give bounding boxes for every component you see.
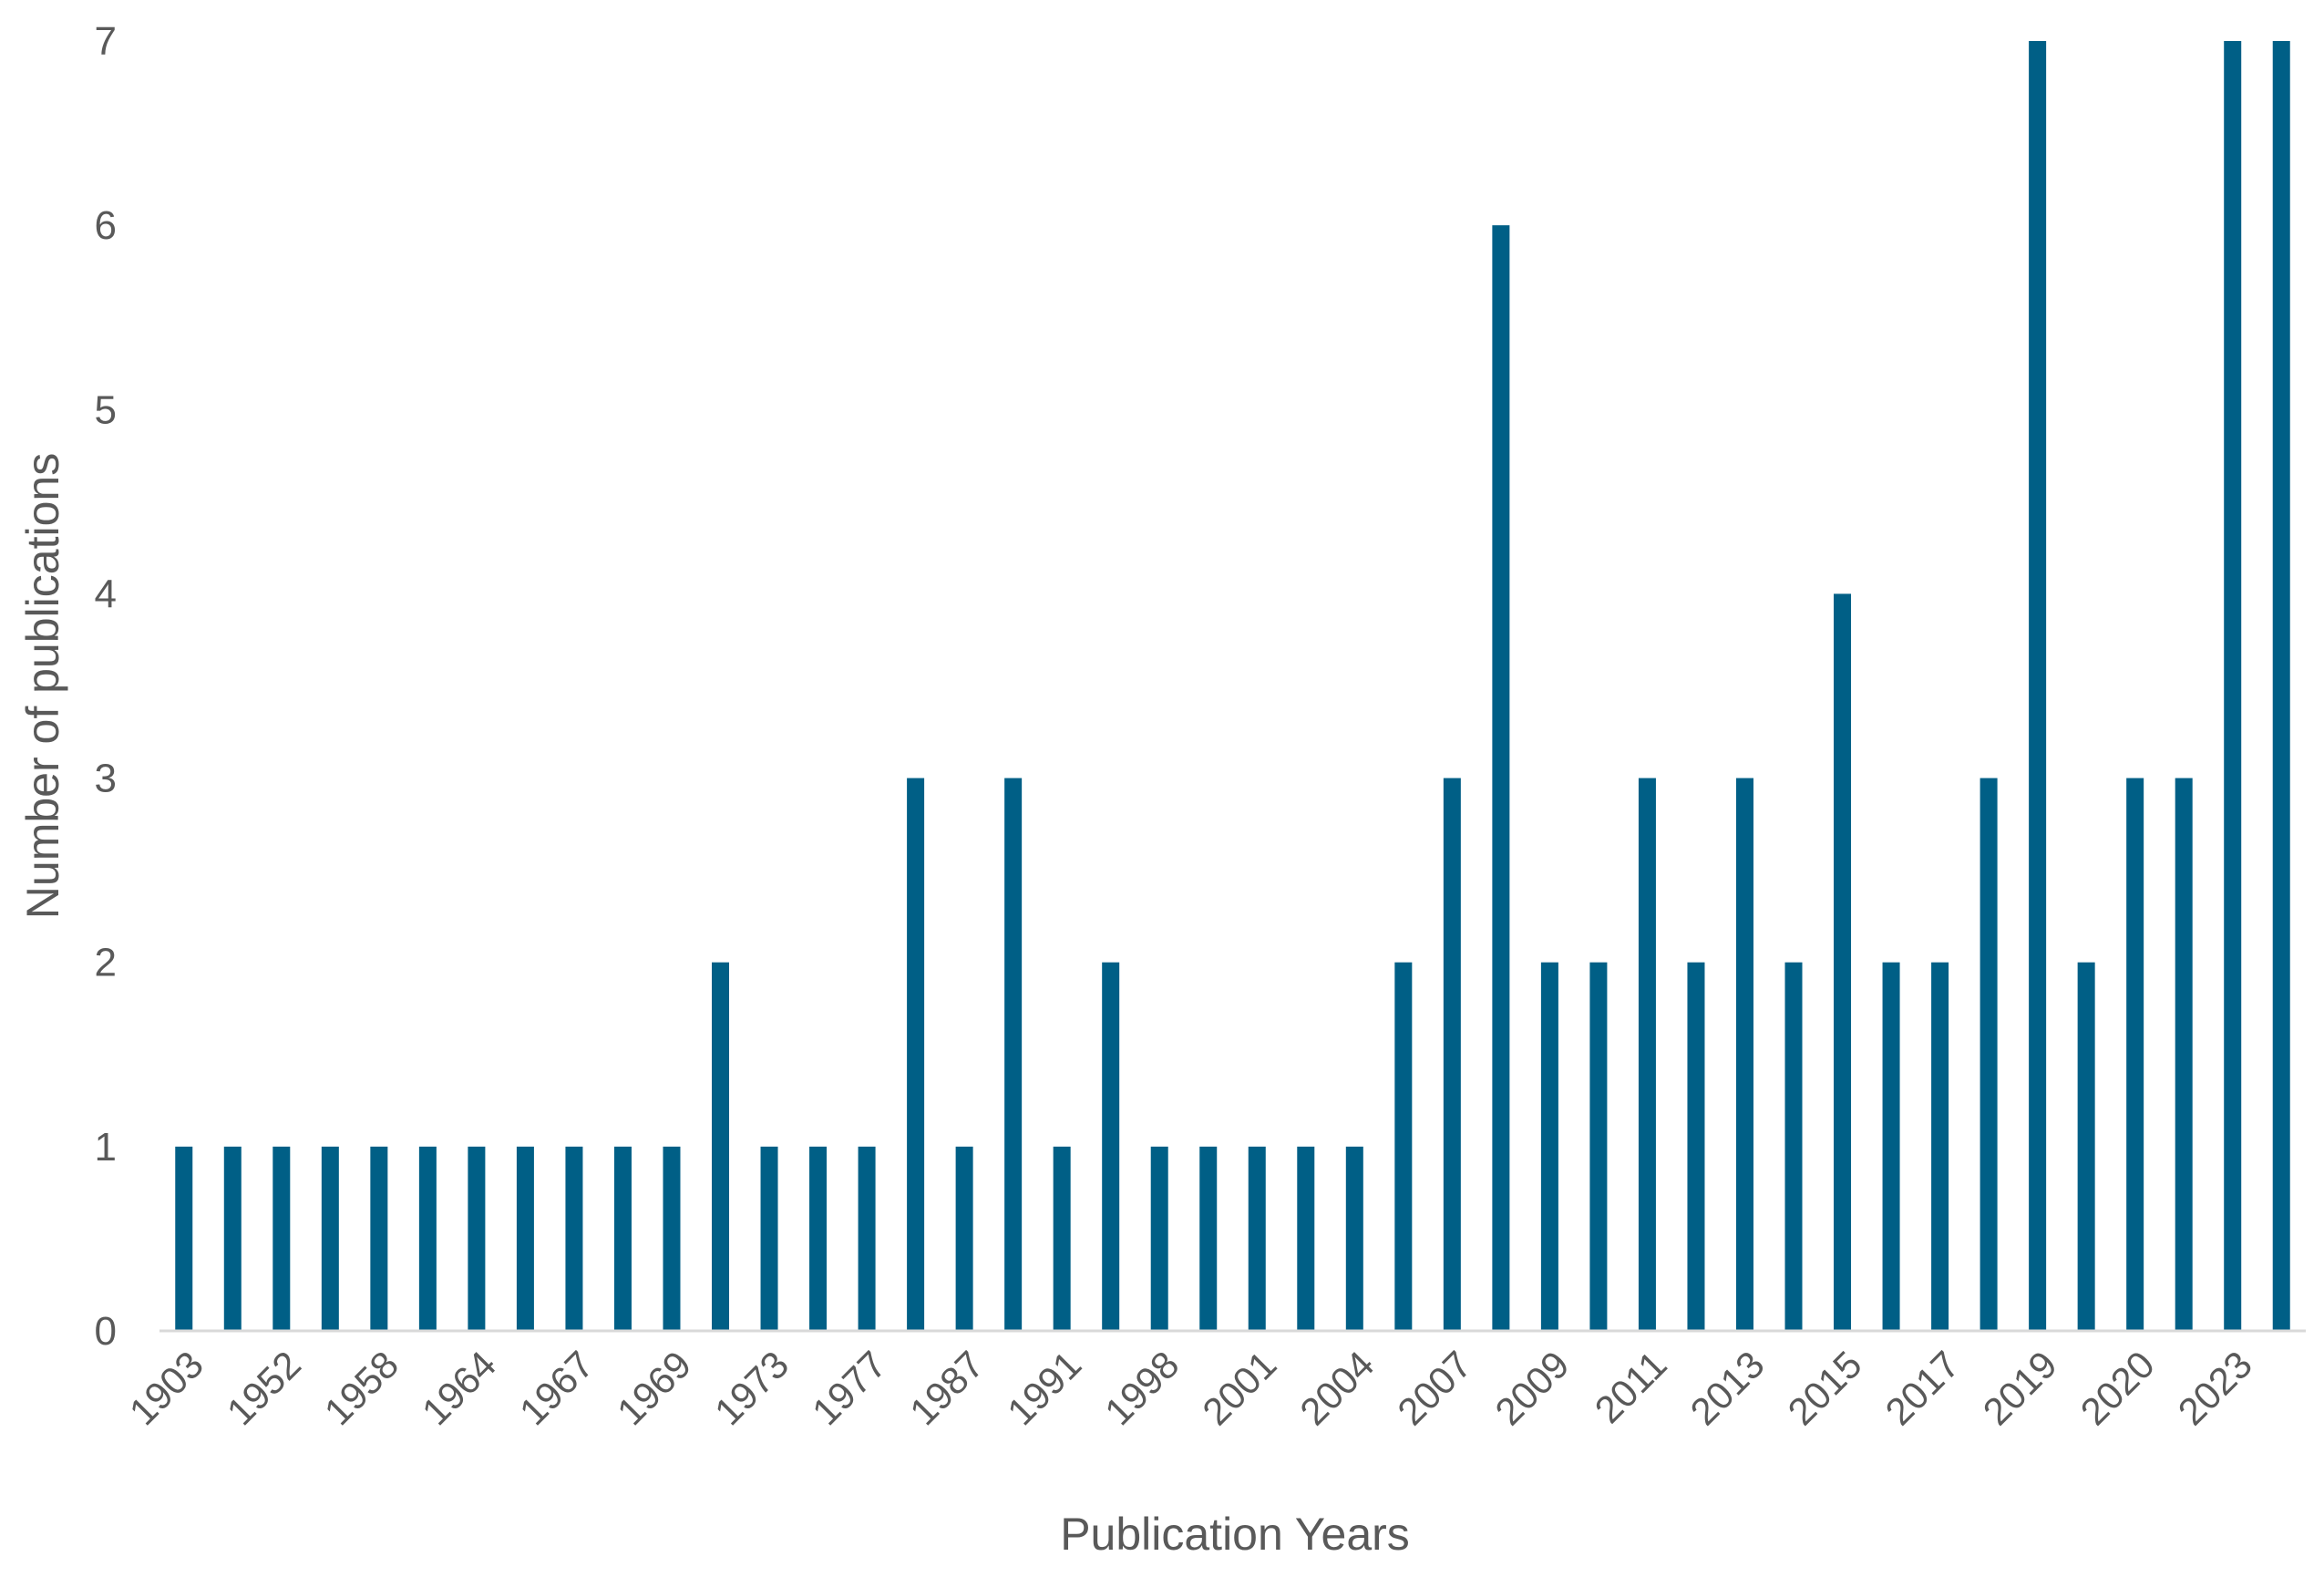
- x-tick-label: 1967: [511, 1343, 602, 1433]
- bar: [223, 1146, 242, 1331]
- y-axis-ticks: 0 1 2 3 4 5 6 7: [95, 19, 117, 1354]
- y-tick-label: 1: [95, 1125, 117, 1170]
- x-tick-label: 2019: [1975, 1343, 2065, 1433]
- x-tick-label: 1998: [1096, 1343, 1187, 1433]
- x-tick-label: 2009: [1486, 1343, 1577, 1433]
- bar: [1980, 778, 1998, 1331]
- bar: [613, 1146, 632, 1331]
- bar: [321, 1146, 339, 1331]
- x-tick-label: 1952: [219, 1343, 309, 1433]
- x-tick-label: 1973: [706, 1343, 797, 1433]
- x-tick-label: 1977: [804, 1343, 894, 1433]
- bar: [1834, 593, 1852, 1331]
- bar: [370, 1146, 388, 1331]
- bar: [2029, 41, 2047, 1331]
- x-tick-label: 1991: [999, 1343, 1089, 1433]
- x-tick-label: 2011: [1587, 1343, 1675, 1431]
- x-tick-label: 1958: [316, 1343, 406, 1433]
- bar: [1589, 962, 1608, 1331]
- bar: [712, 962, 730, 1331]
- bar: [2077, 962, 2095, 1331]
- bar: [1638, 778, 1656, 1331]
- bar: [1882, 962, 1900, 1331]
- bar: [1784, 962, 1803, 1331]
- bar: [1004, 778, 1023, 1331]
- bar: [1735, 778, 1753, 1331]
- bar: [760, 1146, 778, 1331]
- x-tick-label: 1969: [609, 1343, 699, 1433]
- bar: [1492, 225, 1510, 1332]
- y-tick-label: 5: [95, 387, 117, 432]
- bar: [2126, 778, 2144, 1331]
- bar: [1540, 962, 1558, 1331]
- y-axis-title: Number of publications: [17, 453, 68, 919]
- bar: [565, 1146, 583, 1331]
- bar: [1248, 1146, 1266, 1331]
- x-tick-label: 2020: [2072, 1343, 2163, 1433]
- bar: [1297, 1146, 1315, 1331]
- x-axis-title: Publication Years: [1060, 1509, 1410, 1560]
- y-tick-label: 4: [95, 572, 117, 616]
- x-tick-label: 2015: [1779, 1343, 1869, 1433]
- bar: [175, 1146, 193, 1331]
- y-tick-label: 7: [95, 19, 117, 64]
- x-tick-label: 2007: [1389, 1343, 1479, 1433]
- bar: [955, 1146, 973, 1331]
- x-tick-label: 2013: [1681, 1343, 1772, 1433]
- bar: [1102, 962, 1120, 1331]
- x-tick-label: 1987: [901, 1343, 992, 1433]
- bar: [907, 778, 925, 1331]
- x-tick-label: 1964: [414, 1343, 504, 1433]
- y-tick-label: 6: [95, 203, 117, 248]
- bar: [2175, 778, 2193, 1331]
- bar: [2224, 41, 2242, 1331]
- x-tick-label: 2017: [1877, 1343, 1968, 1433]
- bar: [663, 1146, 681, 1331]
- x-tick-label: 2023: [2170, 1343, 2260, 1433]
- x-tick-label: 2001: [1194, 1343, 1284, 1433]
- bar: [1199, 1146, 1218, 1331]
- bar: [1687, 962, 1705, 1331]
- bar: [809, 1146, 828, 1331]
- bar: [273, 1146, 291, 1331]
- bar: [1394, 962, 1413, 1331]
- bar: [1931, 962, 1949, 1331]
- bar: [1053, 1146, 1071, 1331]
- y-tick-label: 2: [95, 941, 117, 985]
- x-tick-label: 2004: [1291, 1343, 1382, 1433]
- x-tick-label: 1903: [121, 1343, 211, 1433]
- y-tick-label: 0: [95, 1309, 117, 1354]
- bar: [516, 1146, 534, 1331]
- y-tick-label: 3: [95, 757, 117, 801]
- bar: [1345, 1146, 1363, 1331]
- x-axis-ticks: 1903 1952 1958 1964 1967 1969 1973 1977 1987 1991…: [121, 1343, 2260, 1433]
- bar: [1150, 1146, 1168, 1331]
- bar: [468, 1146, 486, 1331]
- bar: [2272, 41, 2290, 1331]
- bar: [858, 1146, 876, 1331]
- bar: [418, 1146, 437, 1331]
- bar: [1443, 778, 1461, 1331]
- bars: [175, 41, 2290, 1332]
